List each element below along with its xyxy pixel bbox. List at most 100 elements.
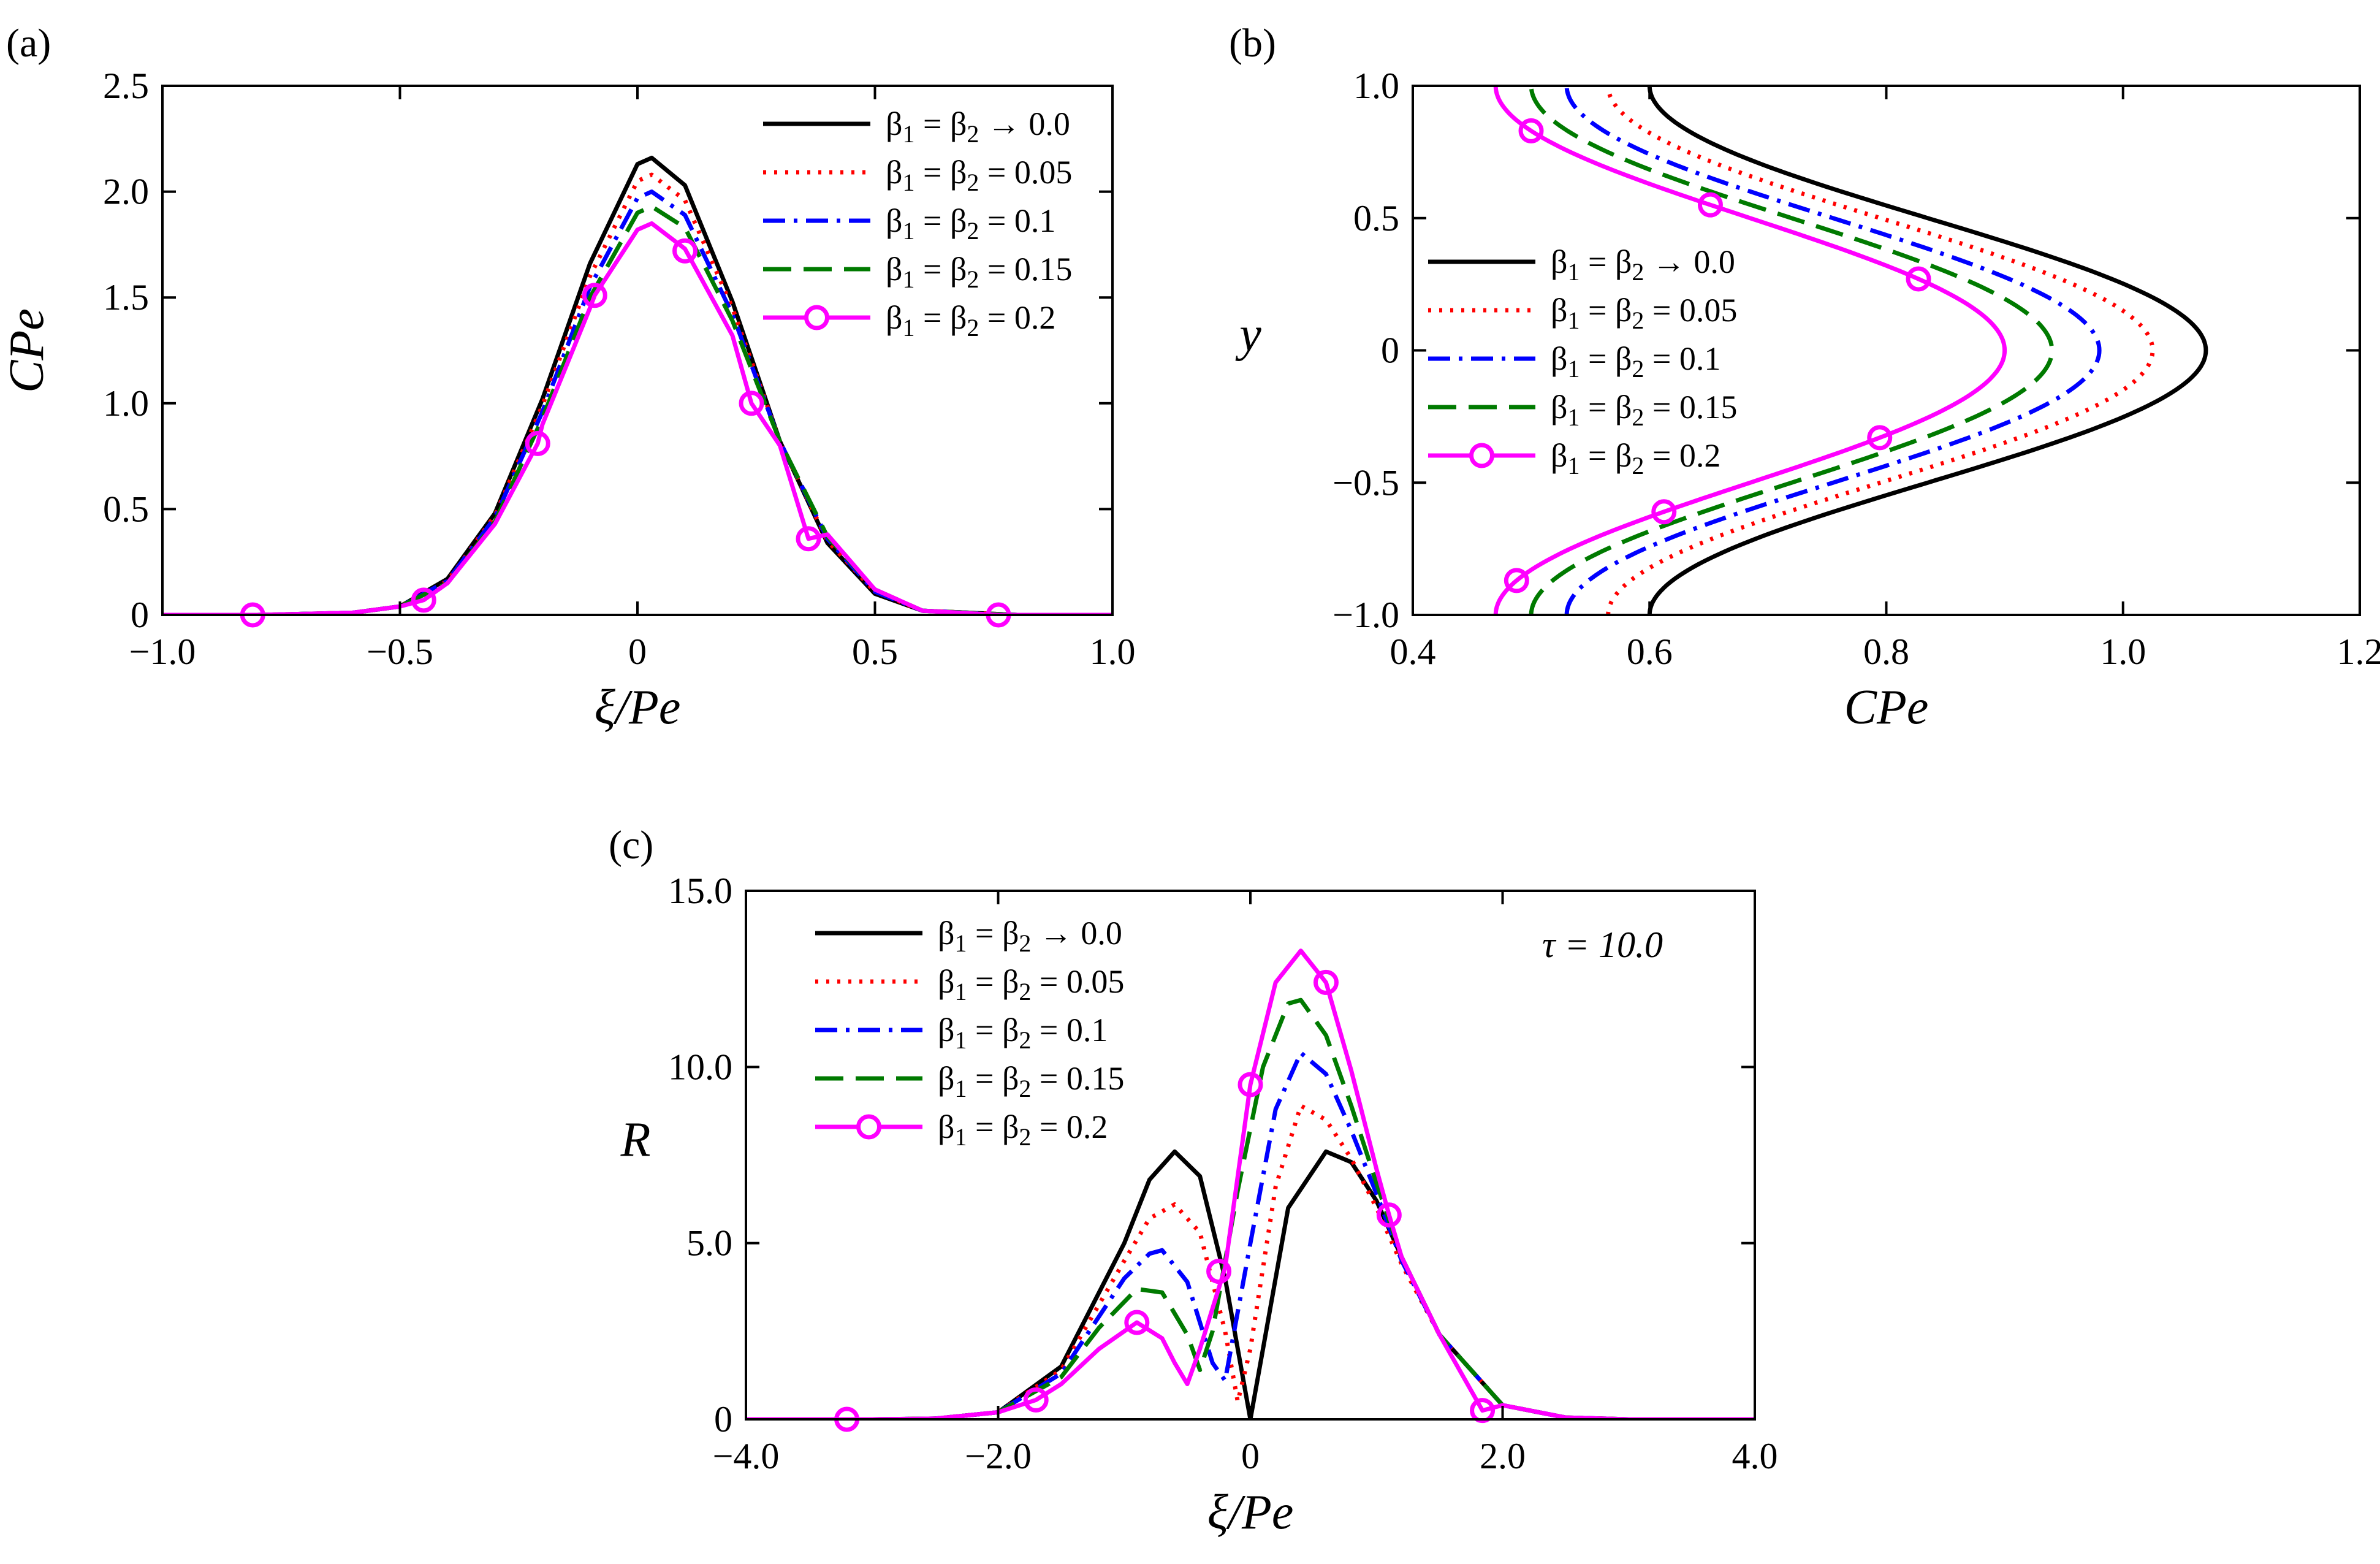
series-marker [1906,266,1931,292]
legend-sub: 1 [1567,452,1580,479]
legend-beta: β [938,915,954,952]
legend-sub: 1 [902,314,914,341]
x-tick-label: −0.5 [367,631,433,672]
legend-rest: → 0.0 [979,105,1070,142]
legend-eq: = β [1580,437,1632,474]
y-tick-label: 0 [714,1399,732,1440]
legend-beta: β [886,105,902,142]
legend-text: β1 = β2 = 0.2 [886,299,1055,341]
y-axis-label: y [1235,308,1261,362]
x-tick-label: 0.4 [1390,631,1436,672]
legend-eq: = β [1580,292,1632,329]
series-marker [525,430,550,456]
tick-group: 0.4 0.6 0.8 1.0 1.2 −1.0 −0.5 0 0.5 1.0 [1333,66,2380,672]
series-line [746,998,1755,1419]
legend-text: β1 = β2 = 0.15 [1551,389,1737,431]
y-tick-label: 15.0 [668,871,732,911]
x-tick-label: 1.0 [2100,631,2146,672]
legend-eq: = β [967,963,1019,1000]
legend-sub: 2 [967,120,979,148]
legend-rest: = 0.15 [1031,1060,1124,1097]
legend-text: β1 = β2 = 0.1 [938,1012,1108,1054]
legend-beta: β [886,202,902,239]
legend-text: β1 = β2 = 0.15 [886,251,1072,293]
legend-beta: β [1551,340,1567,377]
y-tick-label: 2.0 [103,172,149,212]
x-tick-label: 0.5 [852,631,898,672]
panel-label: (b) [1229,21,1276,66]
legend-marker [856,1114,881,1140]
y-tick-label: 2.5 [103,66,149,106]
series-marker [1518,118,1544,143]
legend-rest: = 0.15 [1644,389,1737,425]
series-line [1529,86,2055,615]
series-marker [1697,192,1723,218]
legend-rest: = 0.05 [979,154,1072,191]
legend-eq: = β [914,299,967,336]
y-tick-label: 0 [131,595,149,635]
y-tick-label: 5.0 [686,1223,732,1264]
legend-beta: β [1551,437,1567,474]
legend-sub: 2 [1019,1123,1031,1151]
legend-beta: β [938,1108,954,1145]
x-tick-label: 0 [1241,1436,1260,1476]
x-tick-label: 0.8 [1863,631,1909,672]
legend-sub: 1 [954,1123,967,1151]
legend-beta: β [1551,243,1567,280]
legend-text: β1 = β2 = 0.1 [886,202,1055,245]
series-line [746,1104,1755,1419]
legend-beta: β [886,299,902,336]
legend-text: β1 = β2 = 0.15 [938,1060,1124,1102]
series-line [746,1050,1755,1419]
legend-sub: 2 [967,169,979,196]
series-marker [1023,1387,1049,1413]
legend-sub: 2 [1632,355,1644,383]
x-axis-label: CPe [1844,681,1929,734]
series-marker [1376,1202,1402,1228]
series-group [162,155,1112,615]
series-group [1493,86,2208,615]
legend-sub: 1 [1567,355,1580,383]
legend-sub: 1 [1567,403,1580,431]
series-line [1647,86,2208,615]
x-tick-label: 1.2 [2337,631,2380,672]
legend-eq: = β [1580,389,1632,425]
legend-beta: β [1551,292,1567,329]
legend-sub: 2 [1632,403,1644,431]
x-tick-label: 4.0 [1732,1436,1778,1476]
series-marker [1124,1310,1150,1335]
legend-rest: = 0.15 [979,251,1072,288]
legend-eq: = β [914,105,967,142]
panel-label: (a) [6,21,51,66]
legend-marker [1469,443,1494,468]
panel-b: 0.4 0.6 0.8 1.0 1.2 −1.0 −0.5 0 0.5 1.0 CPe y (b) β1 … [1229,21,2380,734]
legend-beta: β [1551,389,1567,425]
x-tick-label: −4.0 [713,1436,780,1476]
legend-eq: = β [914,154,967,191]
series-line [1564,86,2102,615]
legend-eq: = β [914,251,967,288]
series-marker [796,526,821,552]
legend-marker [804,305,829,330]
legend-eq: = β [967,915,1019,952]
y-tick-label: 1.0 [103,383,149,424]
legend-beta: β [886,154,902,191]
legend-rest: → 0.0 [1644,243,1735,280]
legend-rest: → 0.0 [1031,915,1122,952]
series-line [1493,86,2007,615]
y-tick-label: 0 [1381,330,1399,371]
legend-text: β1 = β2 → 0.0 [886,105,1070,148]
legend-eq: = β [967,1060,1019,1097]
legend-sub: 2 [967,265,979,293]
legend-sub: 1 [1567,307,1580,334]
series-line [746,1149,1755,1419]
y-tick-label: −1.0 [1333,595,1399,635]
legend-rest: = 0.05 [1644,292,1737,329]
x-tick-label: 2.0 [1480,1436,1526,1476]
series-marker [1313,969,1339,995]
legend-text: β1 = β2 = 0.2 [1551,437,1720,479]
